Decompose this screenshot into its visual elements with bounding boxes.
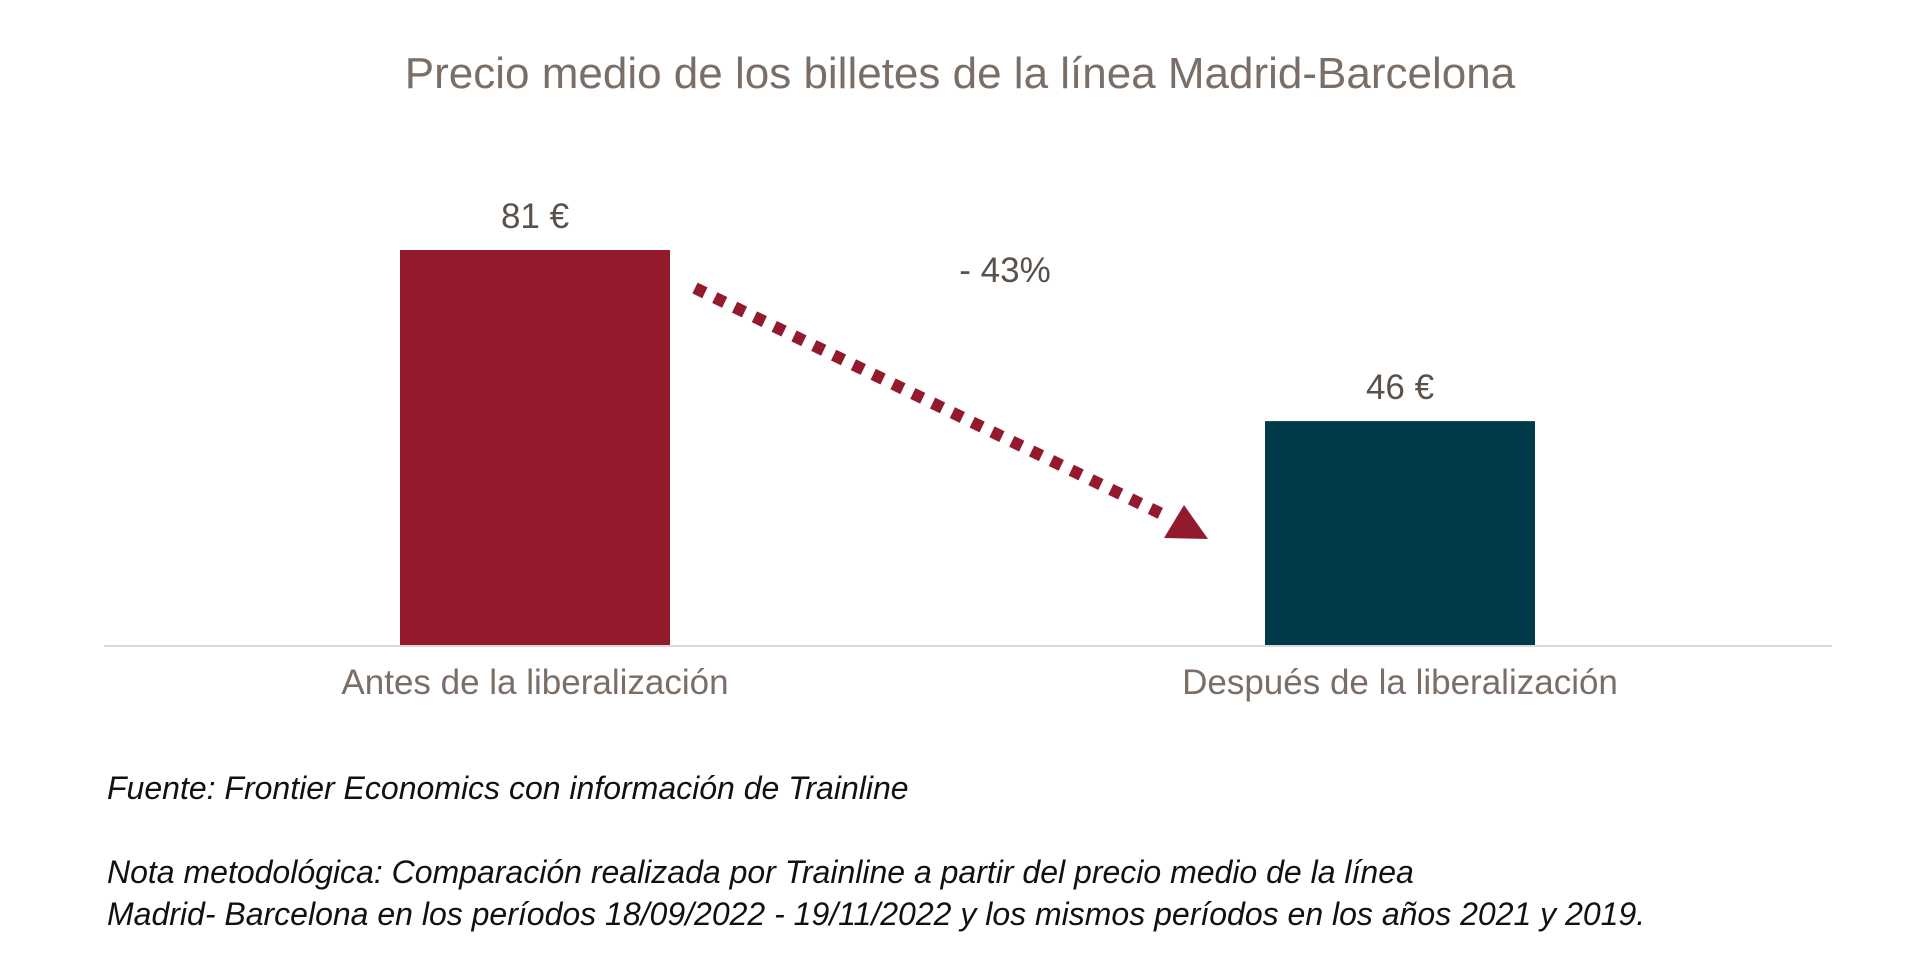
methodology-note-line-2: Madrid- Barcelona en los períodos 18/09/… [107,896,1646,932]
bar-value-label-2: 46 € [1366,368,1434,407]
change-arrow-head [1164,505,1208,539]
chart-title: Precio medio de los billetes de la línea… [405,49,1516,98]
change-arrow-line [692,282,1173,524]
bar-1 [400,250,670,646]
change-percentage-label: - 43% [959,251,1050,290]
change-arrow [692,282,1208,539]
bar-chart: Precio medio de los billetes de la línea… [104,49,1832,702]
bar-value-label-1: 81 € [501,197,569,236]
bars-group: 81 € Antes de la liberalización 46 € Despué… [341,197,1617,702]
source-note: Fuente: Frontier Economics con informaci… [107,770,909,806]
category-label-2: Después de la liberalización [1182,663,1618,702]
category-label-1: Antes de la liberalización [341,663,728,702]
bar-2 [1265,421,1535,646]
methodology-note-line-1: Nota metodológica: Comparación realizada… [107,854,1414,890]
